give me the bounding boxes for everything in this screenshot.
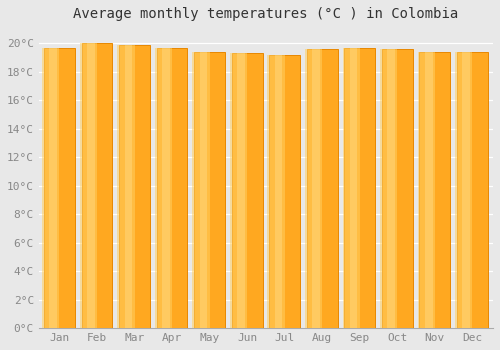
Bar: [87, 43, 94, 328]
Bar: [156, 48, 188, 328]
Bar: [455, 52, 472, 328]
Bar: [425, 52, 432, 328]
Bar: [82, 43, 112, 328]
Bar: [118, 45, 134, 328]
Bar: [232, 53, 262, 328]
Bar: [200, 52, 207, 328]
Bar: [192, 52, 210, 328]
Bar: [162, 48, 170, 328]
Bar: [268, 55, 284, 328]
Bar: [155, 48, 172, 328]
Bar: [119, 45, 150, 328]
Bar: [194, 52, 225, 328]
Bar: [350, 48, 358, 328]
Bar: [344, 48, 375, 328]
Bar: [420, 52, 450, 328]
Bar: [237, 53, 245, 328]
Bar: [457, 52, 488, 328]
Bar: [44, 48, 75, 328]
Bar: [462, 52, 470, 328]
Bar: [80, 43, 97, 328]
Bar: [342, 48, 360, 328]
Bar: [124, 45, 132, 328]
Bar: [270, 55, 300, 328]
Bar: [42, 48, 60, 328]
Bar: [388, 49, 395, 328]
Bar: [274, 55, 282, 328]
Bar: [312, 49, 320, 328]
Bar: [382, 49, 412, 328]
Bar: [230, 53, 247, 328]
Bar: [418, 52, 435, 328]
Bar: [380, 49, 398, 328]
Bar: [305, 49, 322, 328]
Title: Average monthly temperatures (°C ) in Colombia: Average monthly temperatures (°C ) in Co…: [74, 7, 458, 21]
Bar: [307, 49, 338, 328]
Bar: [50, 48, 57, 328]
